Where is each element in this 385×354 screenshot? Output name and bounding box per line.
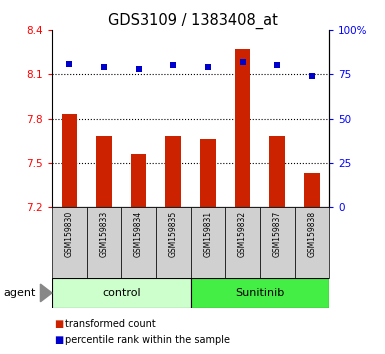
Text: GSM159830: GSM159830 bbox=[65, 211, 74, 257]
Text: GSM159835: GSM159835 bbox=[169, 211, 178, 257]
Text: ■: ■ bbox=[54, 319, 63, 329]
Bar bbox=[191, 278, 329, 308]
Point bbox=[170, 63, 176, 68]
Bar bbox=[87, 207, 121, 278]
Bar bbox=[156, 207, 191, 278]
Point bbox=[101, 64, 107, 70]
Bar bbox=[121, 207, 156, 278]
Text: GDS3109 / 1383408_at: GDS3109 / 1383408_at bbox=[107, 12, 278, 29]
Polygon shape bbox=[40, 284, 52, 302]
Bar bbox=[295, 207, 329, 278]
Text: GSM159833: GSM159833 bbox=[99, 211, 109, 257]
Bar bbox=[260, 207, 295, 278]
Bar bbox=[191, 207, 225, 278]
Text: Sunitinib: Sunitinib bbox=[235, 288, 285, 298]
Text: control: control bbox=[102, 288, 141, 298]
Bar bbox=[96, 136, 112, 207]
Bar bbox=[235, 49, 250, 207]
Point bbox=[136, 66, 142, 72]
Point bbox=[309, 73, 315, 79]
Text: GSM159832: GSM159832 bbox=[238, 211, 247, 257]
Bar bbox=[52, 207, 87, 278]
Text: GSM159837: GSM159837 bbox=[273, 211, 282, 257]
Text: GSM159834: GSM159834 bbox=[134, 211, 143, 257]
Point bbox=[205, 64, 211, 70]
Text: transformed count: transformed count bbox=[65, 319, 156, 329]
Bar bbox=[225, 207, 260, 278]
Bar bbox=[166, 136, 181, 207]
Bar bbox=[200, 139, 216, 207]
Text: GSM159838: GSM159838 bbox=[307, 211, 316, 257]
Point bbox=[274, 63, 280, 68]
Bar bbox=[52, 278, 191, 308]
Text: percentile rank within the sample: percentile rank within the sample bbox=[65, 335, 231, 345]
Text: ■: ■ bbox=[54, 335, 63, 345]
Text: GSM159831: GSM159831 bbox=[203, 211, 213, 257]
Bar bbox=[304, 173, 320, 207]
Bar bbox=[131, 154, 146, 207]
Point bbox=[239, 59, 246, 65]
Text: agent: agent bbox=[4, 288, 36, 298]
Point bbox=[66, 61, 72, 67]
Bar bbox=[62, 114, 77, 207]
Bar bbox=[270, 136, 285, 207]
